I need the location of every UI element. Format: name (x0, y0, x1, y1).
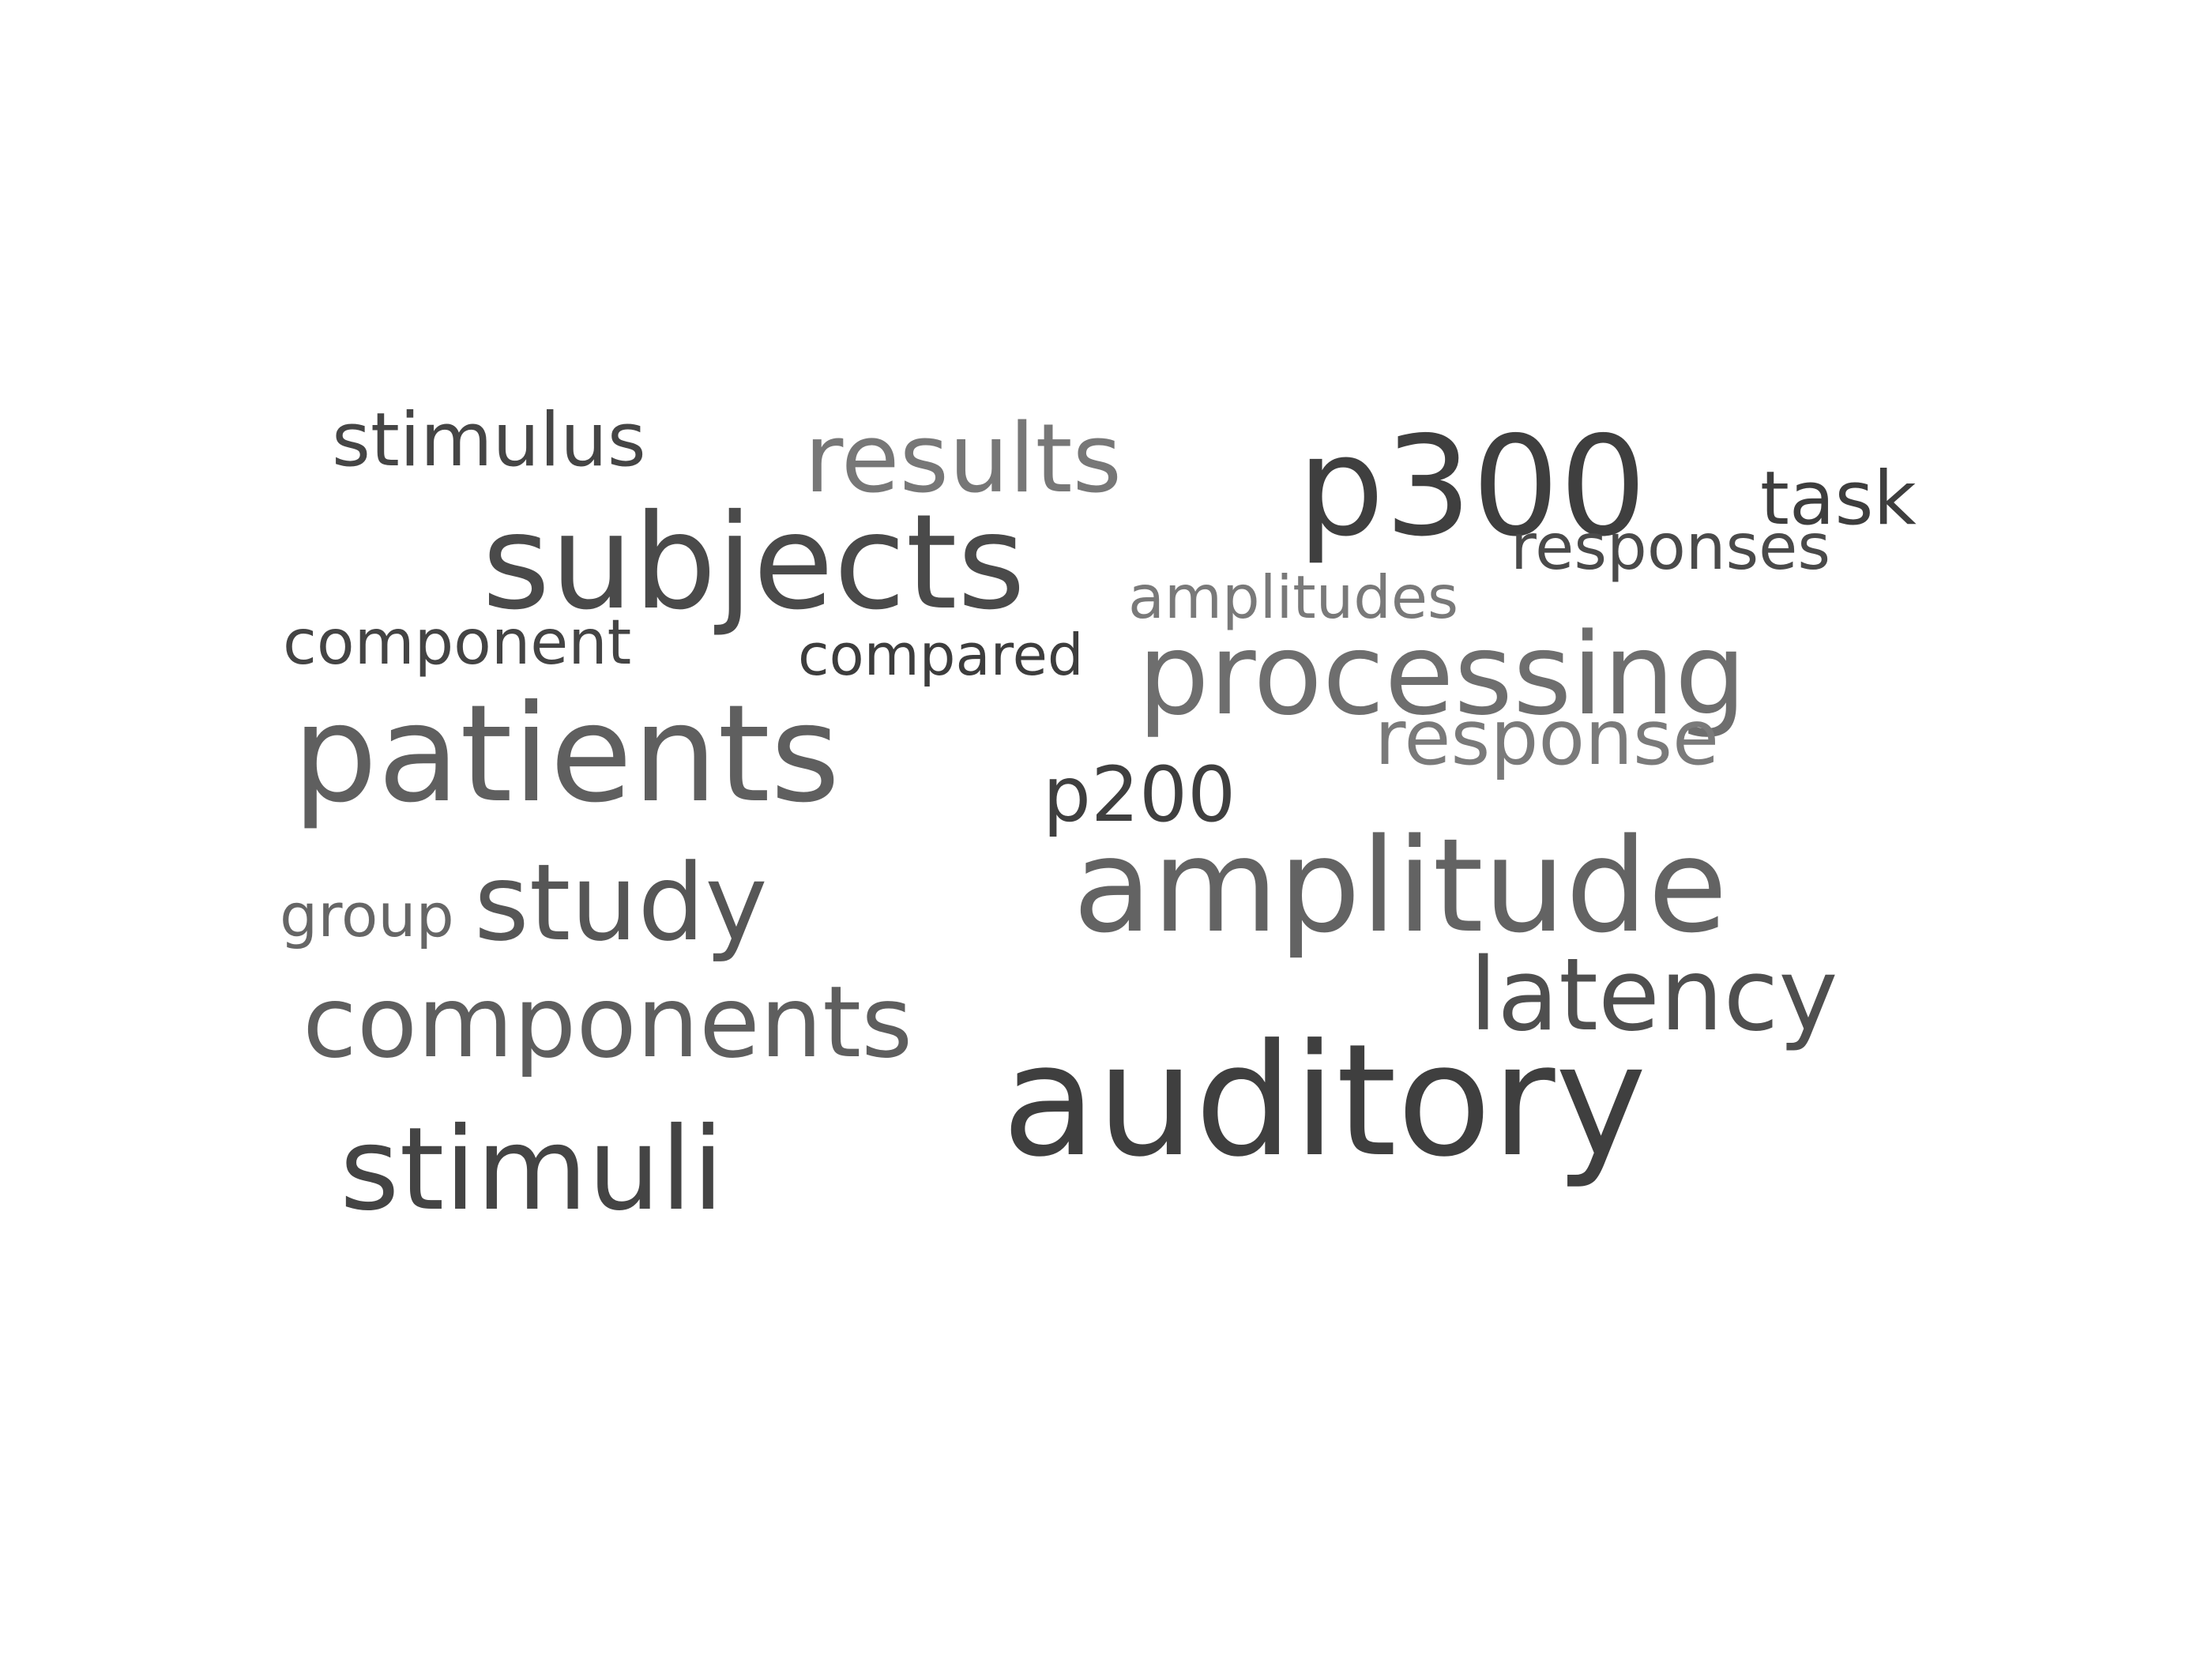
word-amplitudes: amplitudes (1128, 562, 1459, 632)
word-task: task (1760, 456, 1917, 542)
word-latency: latency (1469, 936, 1838, 1053)
word-stimuli: stimuli (340, 1103, 724, 1236)
word-processing: processing (1138, 608, 1747, 740)
word-results: results (804, 404, 1123, 514)
word-auditory: auditory (1002, 1011, 1647, 1191)
word-p200: p200 (1043, 750, 1236, 839)
word-response: response (1375, 694, 1720, 782)
word-components: components (303, 965, 913, 1080)
word-compared: compared (798, 622, 1084, 688)
word-patients: patients (292, 676, 841, 833)
word-amplitude: amplitude (1073, 811, 1728, 961)
word-p300: p300 (1297, 407, 1647, 567)
word-responses: responses (1510, 510, 1831, 584)
word-study: study (474, 841, 768, 965)
word-component: component (283, 608, 632, 679)
word-group: group (280, 880, 454, 950)
word-stimulus: stimulus (332, 397, 646, 483)
word-subjects: subjects (482, 487, 1026, 639)
